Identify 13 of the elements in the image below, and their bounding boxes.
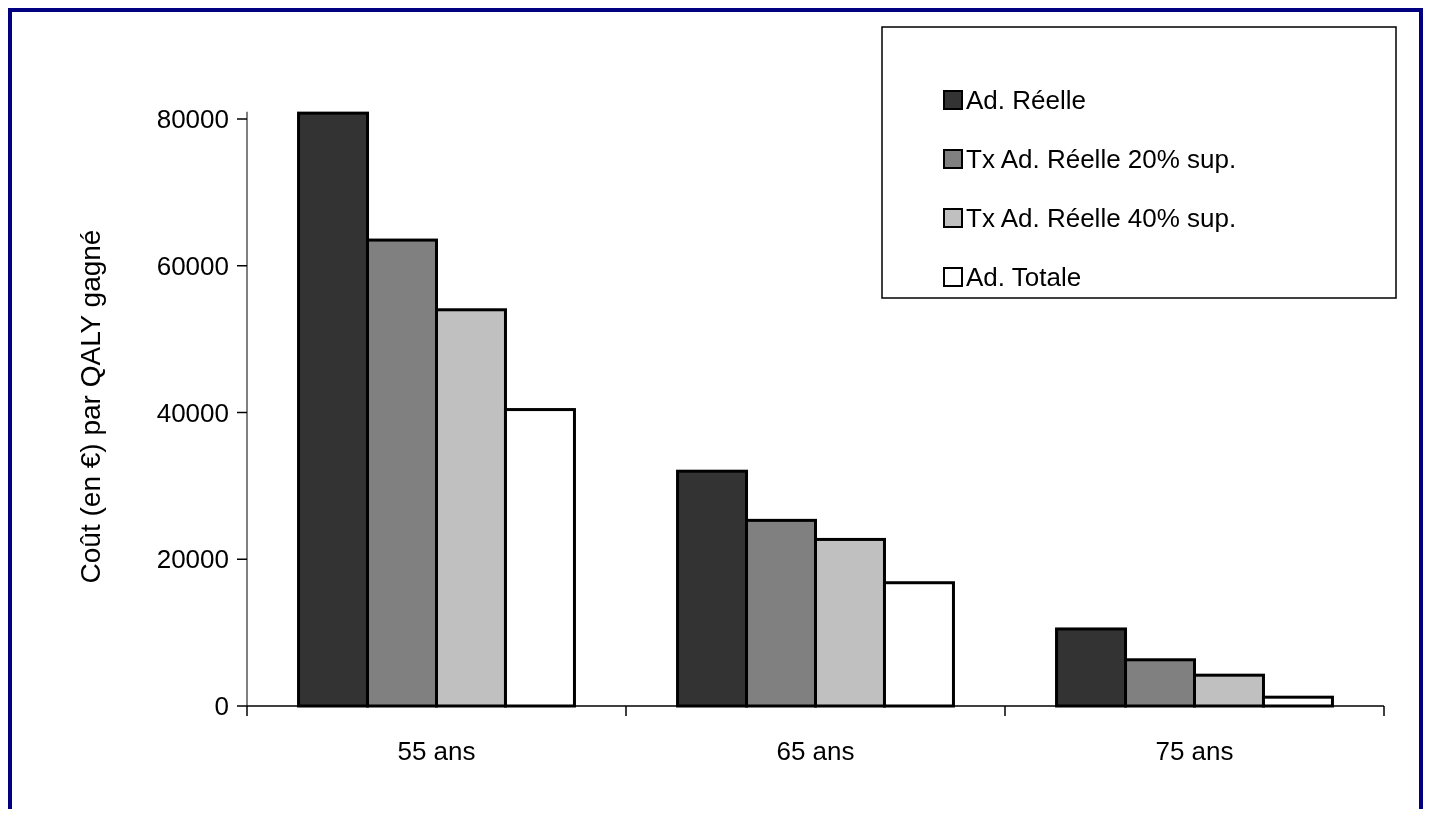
y-axis-title: Coût (en €) par QALY gagné <box>75 229 106 584</box>
y-tick-label: 0 <box>214 691 229 722</box>
x-tick-label: 55 ans <box>397 736 476 766</box>
y-tick-label: 40000 <box>156 397 229 428</box>
legend-label: Tx Ad. Réelle 40% sup. <box>966 203 1237 234</box>
legend-label: Tx Ad. Réelle 20% sup. <box>966 144 1237 175</box>
legend-label: Ad. Totale <box>966 262 1082 293</box>
y-tick-label: 60000 <box>156 250 229 281</box>
x-tick-label: 75 ans <box>1155 736 1234 766</box>
legend-label: Ad. Réelle <box>966 85 1086 116</box>
y-tick-label: 20000 <box>156 544 229 575</box>
x-tick-label: 65 ans <box>776 736 855 766</box>
y-tick-label: 80000 <box>156 104 229 135</box>
